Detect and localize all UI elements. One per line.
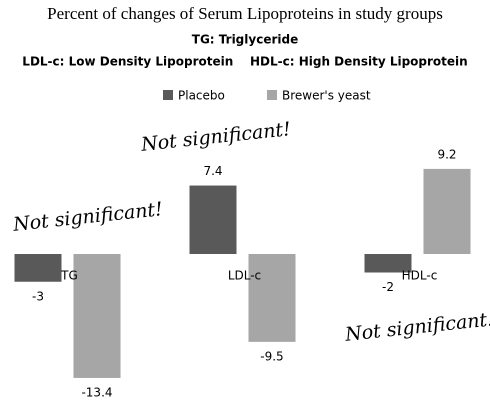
value-label: -13.4: [81, 385, 112, 399]
legend-label: Placebo: [178, 89, 225, 103]
value-label: -9.5: [260, 349, 283, 363]
annotation: Not significant!: [11, 198, 164, 236]
annotation: Not significant!: [139, 118, 292, 156]
subtitle: TG: Triglyceride: [192, 33, 298, 47]
value-label: 7.4: [203, 164, 222, 178]
chart-title: Percent of changes of Serum Lipoproteins…: [47, 4, 443, 23]
value-label: -2: [382, 280, 394, 294]
x-tick-label: LDL-c: [228, 269, 261, 283]
bar: [423, 168, 471, 254]
value-label: -3: [32, 289, 44, 303]
bar: [73, 254, 121, 378]
x-tick-label: HDL-c: [402, 269, 438, 283]
legend-swatch: [163, 90, 173, 100]
x-tick-label: TG: [60, 269, 78, 283]
legend-swatch: [267, 90, 277, 100]
legend-label: Brewer's yeast: [282, 89, 371, 103]
bar: [189, 185, 237, 254]
bar: [364, 254, 412, 273]
bar: [248, 254, 296, 342]
value-label: 9.2: [437, 147, 456, 161]
bar: [14, 254, 62, 282]
annotation: Not significant!: [343, 308, 490, 346]
subtitle: LDL-c: Low Density Lipoprotein HDL-c: Hi…: [22, 55, 467, 69]
